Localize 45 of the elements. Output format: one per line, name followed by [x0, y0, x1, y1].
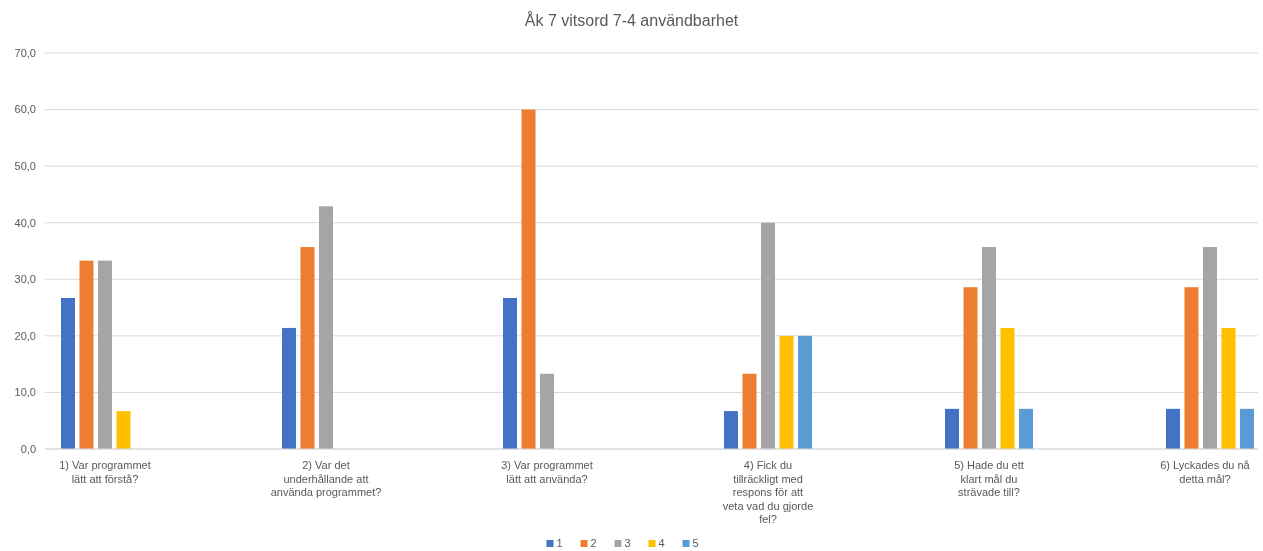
- x-tick-label: 1) Var programmet lätt att förstå?: [59, 459, 151, 485]
- y-tick-label: 10,0: [14, 386, 36, 399]
- x-tick-label: 4) Fick du tillräckligt med respons för att veta vad du gjorde fel?: [722, 459, 814, 525]
- y-tick-label: 50,0: [14, 159, 36, 172]
- bar: [116, 411, 131, 449]
- bar: [1240, 408, 1254, 449]
- bar: [1203, 247, 1217, 449]
- bar: [742, 373, 757, 449]
- y-tick-label: 40,0: [14, 216, 36, 229]
- bar: [79, 260, 94, 449]
- bar: [319, 206, 333, 449]
- y-tick-label: 20,0: [14, 329, 36, 342]
- y-tick-label: 70,0: [14, 46, 36, 59]
- bar: [1000, 327, 1015, 449]
- bar: [1166, 408, 1180, 449]
- y-tick-label: 30,0: [14, 273, 36, 286]
- y-tick-label: 0,0: [20, 442, 36, 455]
- bar: [724, 411, 738, 449]
- bar: [540, 373, 554, 449]
- bar: [1184, 287, 1199, 449]
- bar: [761, 222, 775, 449]
- bar: [61, 297, 75, 449]
- x-tick-label: 6) Lyckades du nå detta mål?: [1160, 459, 1251, 485]
- bar: [982, 247, 996, 449]
- bar: [282, 327, 296, 449]
- x-tick-label: 5) Hade du ett klart mål du strävade till?: [954, 459, 1024, 498]
- legend-label: 1: [556, 537, 563, 549]
- legend-label: 2: [590, 537, 597, 549]
- legend-label: 5: [692, 537, 699, 549]
- bar: [1221, 327, 1236, 449]
- legend-label: 3: [624, 537, 631, 549]
- x-tick-label: 3) Var programmet lätt att använda?: [501, 459, 593, 485]
- y-tick-label: 60,0: [14, 103, 36, 116]
- bar: [521, 109, 536, 449]
- bar: [798, 335, 812, 449]
- bar: [963, 287, 978, 449]
- bar: [300, 247, 315, 449]
- legend-label: 4: [658, 537, 665, 549]
- chart-title: Åk 7 vitsord 7-4 användbarhet: [524, 11, 739, 29]
- bar: [98, 260, 112, 449]
- bar: [779, 335, 794, 449]
- bar: [1019, 408, 1033, 449]
- bar: [503, 297, 517, 449]
- bar: [945, 408, 959, 449]
- x-tick-label: 2) Var det underhållande att använda programmet?: [270, 459, 382, 498]
